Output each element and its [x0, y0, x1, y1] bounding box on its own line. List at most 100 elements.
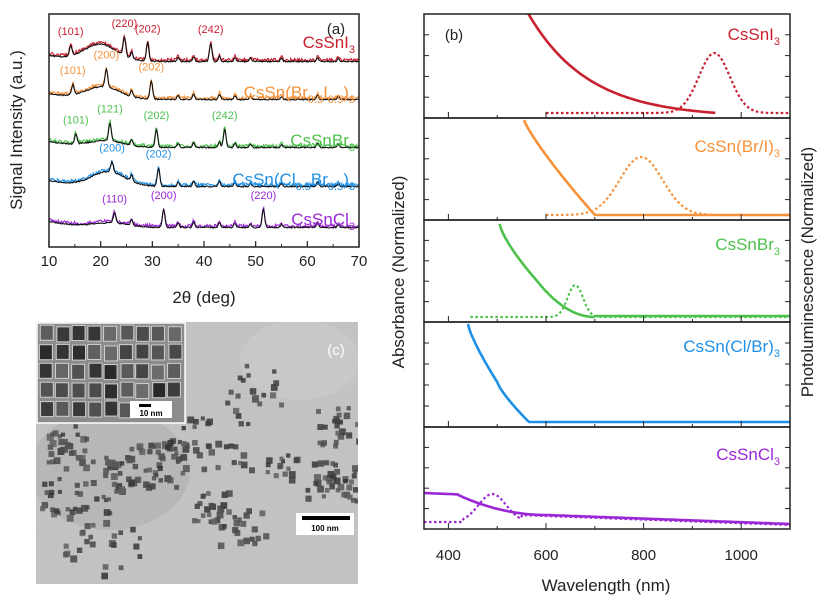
inset-nanocube [72, 344, 87, 361]
xrd-data-trace [49, 160, 359, 189]
panel-b-xtick: 800 [631, 547, 656, 564]
inset-nanocube [152, 382, 167, 399]
xrd-peak-label: (200) [151, 190, 177, 202]
inset-nanocube [72, 401, 87, 418]
inset-nanocube [40, 401, 55, 418]
panel-b-series-label: CsSn(Cl/Br)3 [683, 337, 780, 360]
panel-a-xtick: 20 [92, 253, 109, 270]
tem-inset: 10 nm [36, 322, 186, 424]
photoluminescence-trace [470, 283, 790, 319]
xrd-data-trace [49, 118, 359, 150]
inset-scalebar-label: 10 nm [139, 409, 162, 418]
photoluminescence-trace [546, 155, 790, 217]
panel-a-xtick: 10 [41, 253, 58, 270]
inset-nanocube [118, 344, 133, 361]
panel-b-series-label: CsSnI3 [728, 25, 780, 48]
inset-nanocube [150, 364, 165, 381]
panel-a-xtick: 70 [351, 253, 368, 270]
panel-a-ylabel: Signal Intensity (a.u.) [7, 50, 26, 210]
panel-b-xtick: 1000 [725, 547, 758, 564]
panel-a-xtick: 30 [144, 253, 161, 270]
xrd-fit-trace [49, 67, 359, 101]
panel-a-series-label: CsSnI3 [303, 33, 355, 56]
inset-nanocube [88, 401, 103, 418]
absorbance-trace [526, 14, 716, 115]
xrd-peak-label: (242) [198, 24, 224, 36]
nanocube [362, 418, 367, 423]
nanocube [362, 442, 367, 447]
main-scalebar-label: 100 nm [311, 524, 339, 533]
inset-nanocube [135, 325, 150, 342]
inset-nanocube [167, 362, 182, 379]
inset-nanocube [39, 381, 54, 398]
inset-nanocube [103, 364, 118, 381]
xrd-peak-label: (202) [138, 62, 164, 74]
inset-nanocube [166, 381, 181, 398]
panel-a-xtick: 40 [196, 253, 213, 270]
xrd-fit-trace [49, 207, 359, 230]
inset-nanocube [38, 344, 53, 361]
panel-a-xlabel: 2θ (deg) [172, 288, 235, 307]
inset-nanocube [120, 381, 135, 398]
xrd-peak-label: (220) [112, 18, 138, 30]
panel-b-label: (b) [445, 27, 463, 44]
xrd-peak-label: (220) [251, 190, 277, 202]
panel-b-xlabel: Wavelength (nm) [542, 576, 671, 595]
nanocube [361, 405, 367, 411]
nanocube [360, 409, 366, 415]
panel-a-series-label: CsSn(Cl0.5Br0.5)3 [232, 170, 355, 193]
inset-nanocube [150, 325, 165, 342]
panel-b-series-label: CsSnBr3 [715, 235, 780, 258]
panel-b-ylabel-right: Photoluminescence (Normalized) [798, 147, 817, 397]
panel-a-xtick: 60 [299, 253, 316, 270]
nanocube [364, 427, 369, 432]
xrd-peak-label: (110) [102, 193, 127, 205]
inset-nanocube [135, 343, 150, 360]
panel-b-xtick: 400 [436, 547, 461, 564]
inset-nanocube [71, 382, 86, 399]
xrd-peak-label: (202) [144, 110, 170, 122]
xrd-peak-label: (101) [63, 114, 89, 126]
panel-a-series-label: CsSnBr3 [290, 131, 355, 154]
xrd-peak-label: (121) [97, 103, 123, 115]
inset-nanocube [120, 363, 135, 380]
inset-nanocube [55, 343, 70, 360]
inset-nanocube [168, 343, 183, 360]
panel-b-series-label: CsSn(Br/I)3 [695, 137, 780, 160]
panel-b-optical-chart: 400 600 800 1000 CsSnI3 CsSn(Br/I)3 CsSnBr3 Cs… [389, 13, 817, 595]
inset-nanocube [55, 400, 70, 417]
photoluminescence-trace [424, 492, 790, 527]
inset-nanocube [39, 324, 54, 341]
photoluminescence-trace [546, 51, 790, 115]
inset-nanocube [88, 382, 103, 399]
inset-nanocube [87, 343, 102, 360]
xrd-peak-label: (242) [212, 110, 238, 122]
panel-a-xrd-chart: 10 20 30 40 50 60 70 (101)(220)(202) (242)(101)… [7, 13, 368, 307]
xrd-peak-label: (202) [146, 149, 172, 161]
panel-c-tem-image: 10 nm 100 nm (c) [36, 322, 369, 584]
inset-nanocube [56, 326, 71, 343]
inset-scalebar [139, 404, 151, 407]
inset-nanocube [55, 362, 70, 379]
inset-nanocube [71, 363, 86, 380]
panel-a-series-label: CsSnCl3 [291, 210, 355, 233]
panel-b-ylabel-left: Absorbance (Normalized) [389, 176, 408, 369]
absorbance-trace [466, 323, 790, 424]
panel-b-subpanel-frame [423, 117, 791, 221]
xrd-peak-label: (200) [99, 143, 125, 155]
xrd-peak-label: (202) [135, 23, 161, 35]
inset-nanocube [150, 344, 165, 361]
xrd-peak-label: (101) [60, 65, 86, 77]
xrd-peak-label: (101) [58, 26, 84, 38]
absorbance-trace [522, 119, 790, 217]
panel-a-series-label: CsSn(Br0.5I0.5)3 [244, 83, 355, 106]
panel-a-label: (a) [327, 21, 345, 38]
inset-nanocube [104, 383, 119, 400]
panel-b-series-label: CsSnCl3 [716, 445, 780, 468]
inset-nanocube [71, 325, 86, 342]
panel-b-subpanel-frame [423, 426, 791, 530]
xrd-peak-label: (200) [94, 49, 120, 61]
inset-nanocube [104, 400, 119, 417]
inset-nanocube [103, 325, 118, 342]
